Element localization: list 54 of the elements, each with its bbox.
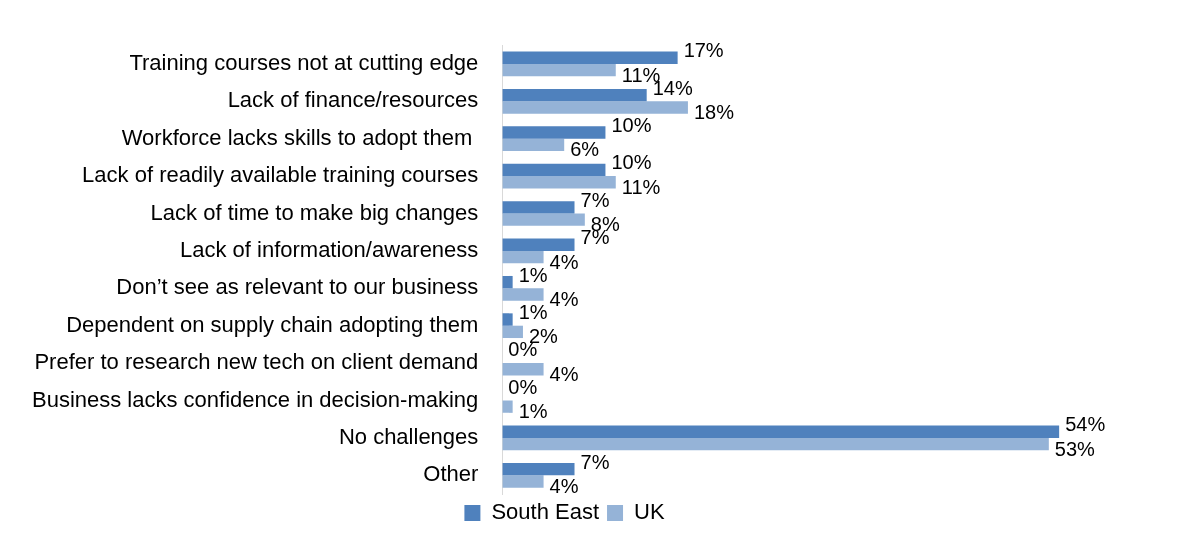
data-label: 4% bbox=[549, 250, 579, 273]
data-label: 6% bbox=[570, 138, 600, 161]
bar bbox=[502, 325, 523, 339]
y-tick-label: Prefer to research new tech on client demand bbox=[34, 349, 479, 375]
bar bbox=[502, 363, 544, 376]
data-label: 1% bbox=[518, 400, 548, 423]
data-label: 1% bbox=[518, 263, 548, 286]
bar bbox=[502, 163, 606, 177]
bar bbox=[502, 201, 575, 214]
data-label: 7% bbox=[580, 188, 610, 211]
legend-label: South East bbox=[491, 499, 600, 525]
data-label: 54% bbox=[1065, 413, 1106, 436]
bar bbox=[502, 250, 544, 264]
data-label: 17% bbox=[683, 39, 724, 62]
y-tick-label: Lack of information/awareness bbox=[179, 236, 479, 262]
bar bbox=[502, 462, 575, 476]
bar bbox=[502, 238, 575, 251]
data-label: 4% bbox=[549, 362, 579, 385]
y-tick-label: No challenges bbox=[338, 423, 479, 449]
data-label: 10% bbox=[611, 114, 652, 137]
data-label: 18% bbox=[693, 100, 735, 123]
bar bbox=[502, 437, 1049, 451]
bar bbox=[502, 425, 1060, 438]
bar bbox=[502, 176, 616, 189]
bar bbox=[502, 400, 513, 413]
bar bbox=[502, 275, 513, 289]
y-tick-label: Dependent on supply chain adopting them bbox=[66, 311, 479, 337]
bar bbox=[502, 288, 544, 301]
bar bbox=[502, 313, 513, 326]
y-tick-label: Other bbox=[423, 461, 479, 487]
data-label: 0% bbox=[508, 375, 538, 398]
bar bbox=[502, 475, 544, 488]
legend-label: UK bbox=[634, 499, 665, 525]
data-label: 4% bbox=[549, 474, 579, 497]
bar bbox=[502, 126, 606, 139]
y-tick-label: Lack of readily available training courses bbox=[82, 162, 479, 188]
y-tick-label: Don’t see as relevant to our business bbox=[116, 274, 479, 300]
data-label: 11% bbox=[621, 175, 661, 198]
bar bbox=[502, 138, 565, 152]
y-tick-label: Workforce lacks skills to adopt them bbox=[121, 124, 479, 150]
data-label: 4% bbox=[549, 287, 579, 310]
bar bbox=[502, 88, 647, 102]
y-tick-label: Lack of finance/resources bbox=[227, 87, 479, 113]
y-tick-label: Training courses not at cutting edge bbox=[129, 49, 479, 75]
bar bbox=[502, 101, 688, 114]
bar bbox=[502, 213, 585, 226]
y-tick-label: Business lacks confidence in decision-making bbox=[31, 386, 479, 412]
data-label: 1% bbox=[518, 301, 548, 324]
data-label: 53% bbox=[1054, 437, 1096, 460]
data-label: 10% bbox=[611, 151, 652, 174]
data-label: 7% bbox=[580, 450, 610, 473]
bar bbox=[502, 63, 616, 77]
bar bbox=[502, 51, 678, 64]
y-tick-label: Lack of time to make big changes bbox=[150, 199, 479, 225]
